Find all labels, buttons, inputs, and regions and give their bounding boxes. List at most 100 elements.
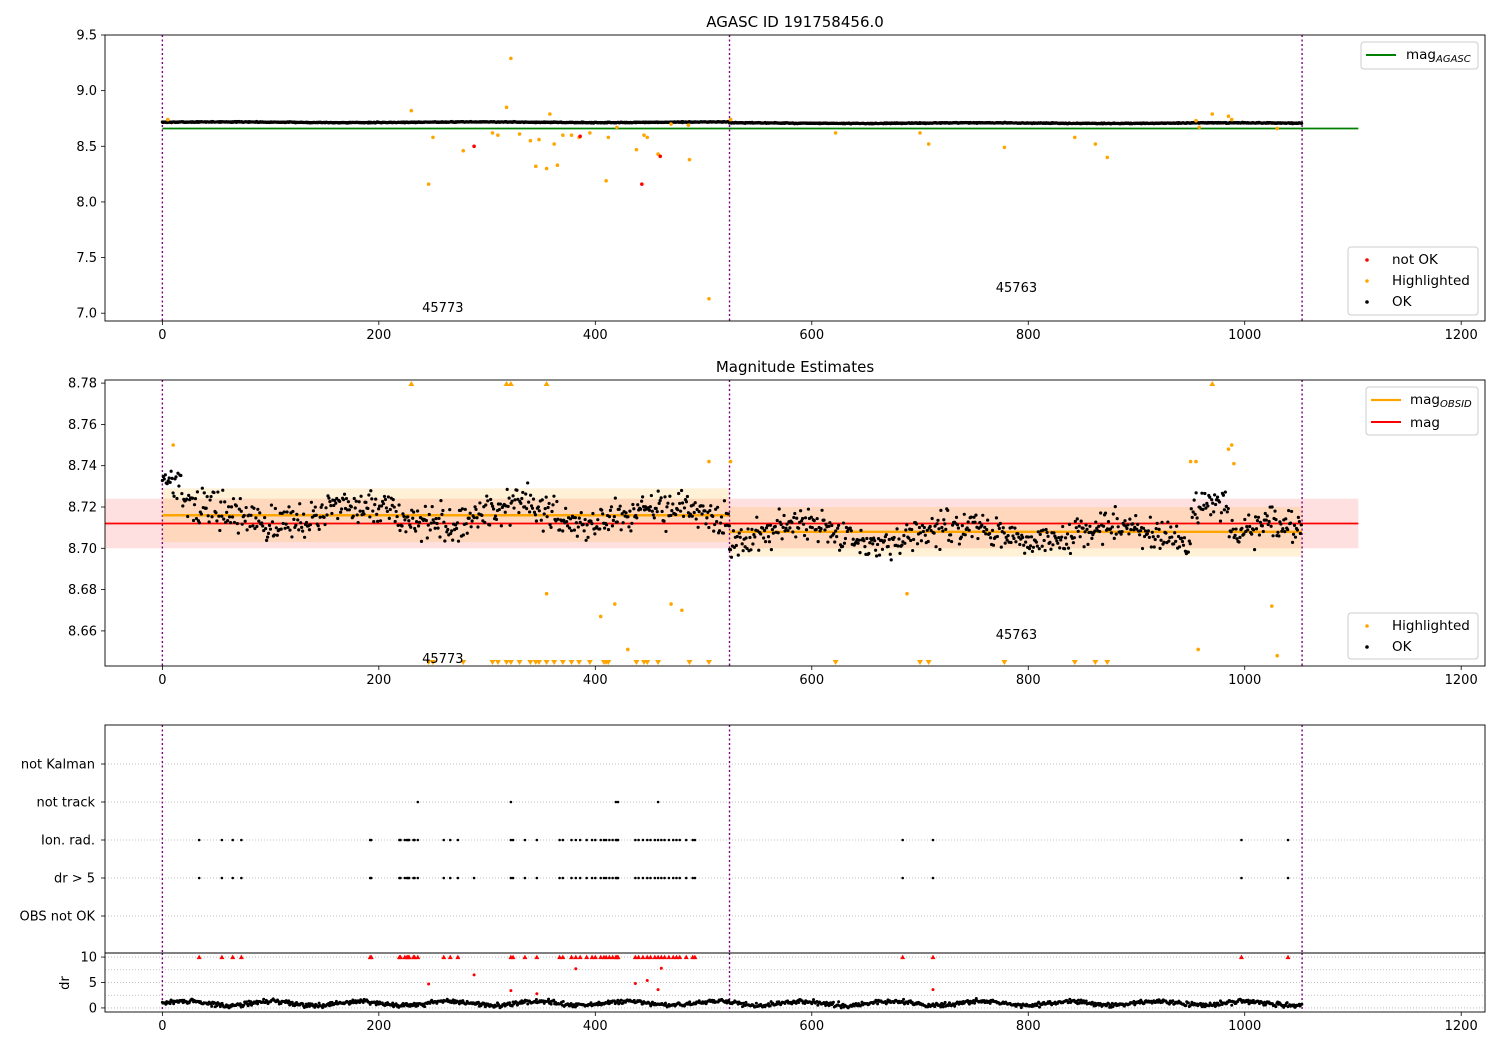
x-tick-label: 400: [583, 328, 608, 343]
ok-point: [1230, 518, 1234, 523]
ok-point: [776, 531, 780, 535]
ok-point: [877, 553, 882, 557]
dr-clipped-marker: [673, 954, 679, 960]
ok-point: [272, 533, 276, 537]
ok-point: [800, 519, 804, 523]
off-scale-low-marker: [605, 660, 612, 665]
highlighted-point: [728, 117, 733, 122]
ok-point: [753, 535, 757, 539]
flag-point: [931, 876, 935, 880]
ok-point: [999, 545, 1003, 549]
ok-point: [604, 523, 609, 527]
dr-ok-point: [906, 1002, 910, 1006]
ok-point: [1176, 534, 1181, 539]
ok-point: [1277, 534, 1281, 538]
ok-point: [988, 531, 992, 536]
ok-point: [934, 545, 938, 549]
ok-point: [664, 529, 668, 534]
ok-point: [607, 515, 612, 519]
dr-clipped-marker: [677, 954, 683, 960]
flag-point: [509, 876, 513, 880]
dr-clipped-marker: [238, 954, 244, 960]
dr-ok-point: [831, 1000, 835, 1004]
ok-point: [1071, 541, 1075, 545]
ok-point: [615, 520, 619, 524]
ok-point: [1160, 520, 1164, 524]
highlighted-point: [1188, 459, 1193, 464]
ok-point: [324, 506, 328, 510]
ok-point: [1031, 545, 1036, 549]
ok-point: [1209, 513, 1213, 517]
highlighted-point: [1269, 604, 1274, 608]
flag-point: [675, 838, 678, 842]
ok-point: [1054, 536, 1058, 540]
ok-point: [782, 513, 786, 518]
dr-clipped-marker: [930, 954, 936, 960]
off-scale-low-marker: [644, 660, 651, 665]
ok-point: [1141, 526, 1146, 530]
ok-point: [266, 531, 271, 535]
ok-point: [430, 504, 434, 509]
dr-ok-point: [1274, 1005, 1278, 1009]
x-tick-label: 600: [799, 673, 824, 688]
highlighted-point: [625, 647, 630, 652]
ok-point: [474, 507, 478, 512]
dr-clipped-marker: [534, 954, 540, 960]
ok-point: [1251, 528, 1256, 532]
flag-point: [511, 838, 515, 842]
flag-point: [616, 876, 620, 880]
ok-point: [443, 539, 447, 543]
ok-point: [565, 519, 569, 524]
flag-category-label: not track: [36, 796, 95, 811]
ok-point: [938, 547, 942, 552]
x-tick-label: 400: [583, 1019, 608, 1034]
ok-point: [1211, 501, 1215, 505]
dr-ok-point: [1246, 998, 1250, 1002]
flag-point: [649, 838, 652, 842]
ok-point: [395, 514, 399, 519]
ok-point: [771, 531, 775, 535]
ok-point: [207, 520, 211, 524]
dr-clipped-marker: [640, 954, 646, 960]
ok-point: [269, 503, 274, 507]
ok-point: [284, 522, 288, 526]
ok-point: [174, 475, 178, 479]
ok-point: [892, 535, 896, 540]
ok-point: [663, 495, 667, 499]
ok-point: [1099, 511, 1103, 515]
ok-point: [606, 528, 611, 532]
flag-point: [231, 838, 235, 842]
ok-point: [317, 527, 321, 531]
legend-ok-marker-2: [1365, 645, 1369, 649]
ok-point: [181, 504, 185, 508]
flag-point: [656, 800, 660, 804]
flag-point: [604, 876, 608, 880]
ok-point: [941, 529, 945, 533]
ok-point: [1267, 519, 1271, 524]
ok-point: [172, 494, 176, 498]
ok-point: [548, 522, 552, 527]
ok-point: [984, 532, 988, 536]
highlighted-point: [1194, 459, 1198, 464]
ok-point: [342, 492, 347, 496]
ok-point: [1081, 526, 1085, 530]
ok-point: [167, 476, 171, 480]
dr-ok-point: [290, 1000, 294, 1004]
ok-point: [1256, 515, 1261, 519]
dr-clipped-marker: [568, 954, 574, 960]
dr-clipped-marker: [644, 954, 650, 960]
flag-point: [616, 838, 620, 842]
ok-point: [519, 501, 523, 505]
ok-point: [491, 507, 496, 511]
ok-point: [897, 537, 901, 541]
not-ok-point: [472, 144, 476, 149]
ok-point: [649, 493, 653, 498]
flag-point: [693, 876, 697, 880]
ok-point: [282, 510, 286, 514]
dr-ok-point: [1084, 999, 1088, 1003]
ok-point: [1016, 532, 1020, 536]
dr-ok-point: [534, 998, 538, 1002]
dr-clipped-marker: [441, 954, 447, 960]
ok-point: [528, 493, 533, 497]
ok-point: [669, 513, 673, 518]
